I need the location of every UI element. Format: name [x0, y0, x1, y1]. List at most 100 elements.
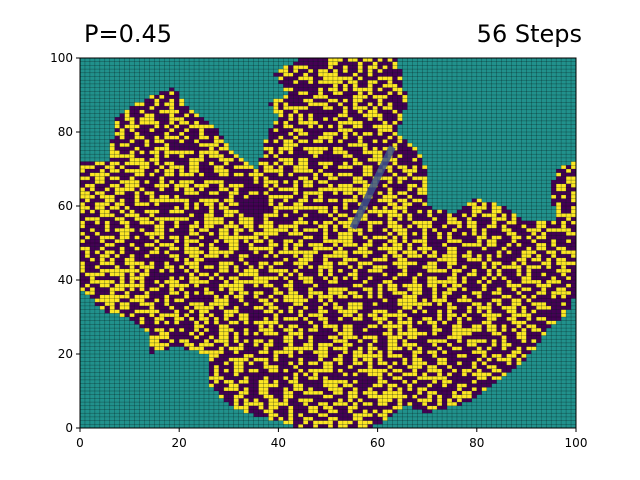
burning-cell — [362, 217, 368, 221]
burnt-cell — [298, 305, 304, 310]
burnt-cell — [258, 254, 264, 258]
burnt-cell — [248, 180, 254, 184]
burning-cell — [213, 217, 219, 221]
burnt-cell — [293, 194, 299, 199]
burnt-cell — [184, 265, 190, 269]
burnt-cell — [278, 117, 284, 121]
burning-cell — [298, 294, 304, 299]
burnt-cell — [263, 368, 269, 373]
burnt-cell — [372, 416, 378, 421]
burnt-cell — [323, 283, 328, 288]
burning-cell — [238, 257, 244, 262]
burning-cell — [263, 213, 269, 218]
burnt-cell — [293, 280, 299, 284]
burning-cell — [119, 132, 125, 136]
burning-cell — [223, 361, 229, 366]
burnt-cell — [273, 150, 279, 155]
burning-cell — [382, 83, 388, 88]
burning-cell — [318, 161, 324, 166]
burning-cell — [119, 231, 125, 236]
burnt-cell — [323, 243, 328, 247]
burning-cell — [194, 191, 200, 195]
burning-cell — [337, 357, 343, 362]
burning-cell — [119, 268, 125, 273]
burning-cell — [352, 294, 358, 299]
burning-cell — [159, 194, 165, 199]
burning-cell — [298, 276, 304, 280]
burnt-cell — [337, 83, 343, 88]
burnt-cell — [278, 383, 284, 388]
burnt-cell — [367, 257, 373, 262]
burnt-cell — [377, 324, 383, 329]
burnt-cell — [99, 250, 105, 255]
burnt-cell — [144, 276, 150, 280]
burning-cell — [109, 176, 115, 181]
burning-cell — [169, 283, 175, 288]
burning-cell — [99, 180, 105, 184]
burning-cell — [174, 117, 180, 121]
burnt-cell — [392, 272, 398, 277]
burning-cell — [293, 206, 299, 210]
burnt-cell — [204, 120, 209, 125]
burnt-cell — [144, 146, 150, 151]
burnt-cell — [362, 383, 368, 388]
burnt-cell — [323, 268, 328, 273]
burning-cell — [208, 231, 214, 236]
burnt-cell — [89, 246, 95, 251]
burnt-cell — [303, 413, 309, 417]
burnt-cell — [293, 339, 299, 343]
burnt-cell — [204, 172, 209, 177]
burnt-cell — [144, 172, 150, 177]
burning-cell — [218, 276, 224, 280]
burnt-cell — [367, 376, 373, 380]
burning-cell — [223, 265, 229, 269]
burnt-cell — [303, 143, 309, 147]
burnt-cell — [208, 165, 214, 169]
burnt-cell — [243, 183, 249, 188]
burnt-cell — [283, 165, 289, 169]
burning-cell — [337, 291, 343, 295]
burnt-cell — [377, 405, 383, 410]
burning-cell — [179, 287, 185, 292]
burnt-cell — [89, 231, 95, 236]
burnt-cell — [129, 302, 135, 306]
burning-cell — [347, 324, 353, 329]
burning-cell — [129, 228, 135, 232]
burning-cell — [273, 169, 279, 173]
burnt-cell — [278, 313, 284, 317]
burnt-cell — [293, 287, 299, 292]
burnt-cell — [228, 161, 234, 166]
burning-cell — [89, 187, 95, 192]
burning-cell — [313, 206, 319, 210]
burnt-cell — [402, 328, 408, 332]
burning-cell — [199, 342, 204, 347]
burning-cell — [298, 206, 304, 210]
burnt-cell — [293, 368, 299, 373]
burning-cell — [194, 231, 200, 236]
burnt-cell — [323, 313, 328, 317]
burnt-cell — [134, 228, 140, 232]
burnt-cell — [318, 398, 324, 403]
burning-cell — [189, 228, 195, 232]
burnt-cell — [293, 150, 299, 155]
burnt-cell — [114, 198, 120, 203]
burning-cell — [263, 228, 269, 232]
burning-cell — [114, 183, 120, 188]
burning-cell — [328, 239, 333, 243]
burnt-cell — [342, 228, 348, 232]
burning-cell — [243, 391, 249, 395]
burning-cell — [318, 102, 324, 107]
burnt-cell — [387, 272, 393, 277]
burnt-cell — [258, 202, 264, 206]
burning-cell — [258, 224, 264, 229]
burnt-cell — [298, 194, 304, 199]
burning-cell — [367, 413, 373, 417]
burnt-cell — [298, 180, 304, 184]
burning-cell — [194, 239, 200, 243]
burnt-cell — [124, 250, 130, 255]
burnt-cell — [347, 161, 353, 166]
burnt-cell — [308, 424, 314, 428]
burnt-cell — [303, 113, 309, 118]
burnt-cell — [303, 154, 309, 158]
burnt-cell — [298, 146, 304, 151]
